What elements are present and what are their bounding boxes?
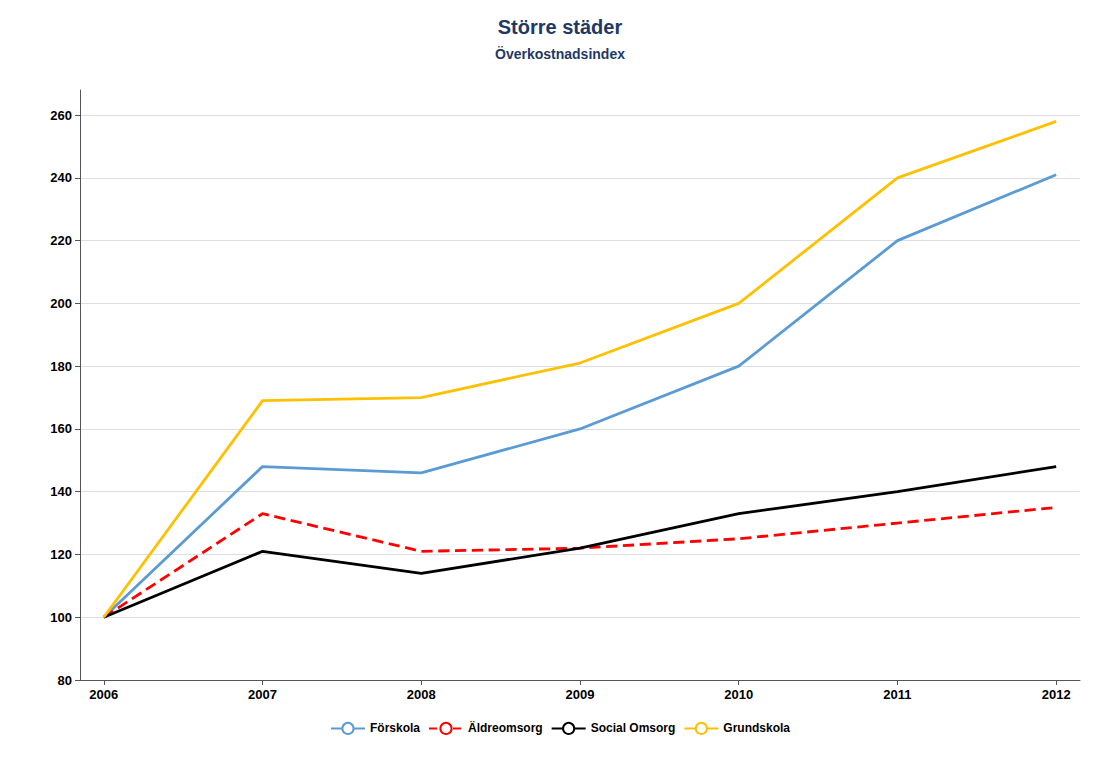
svg-text:2011: 2011 <box>883 687 911 702</box>
svg-text:160: 160 <box>50 421 72 436</box>
svg-text:2008: 2008 <box>407 687 436 702</box>
svg-text:Förskola: Förskola <box>370 721 420 735</box>
svg-text:2006: 2006 <box>89 687 118 702</box>
svg-text:200: 200 <box>50 296 72 311</box>
svg-text:120: 120 <box>50 547 72 562</box>
svg-text:180: 180 <box>50 359 72 374</box>
svg-text:140: 140 <box>50 484 72 499</box>
svg-text:260: 260 <box>50 108 72 123</box>
svg-text:Överkostnadsindex: Överkostnadsindex <box>495 46 625 62</box>
svg-text:2010: 2010 <box>724 687 753 702</box>
svg-text:Äldreomsorg: Äldreomsorg <box>468 720 543 735</box>
svg-text:Större städer: Större städer <box>498 16 623 38</box>
svg-text:80: 80 <box>58 673 72 688</box>
svg-text:2007: 2007 <box>248 687 277 702</box>
svg-text:240: 240 <box>50 170 72 185</box>
svg-text:220: 220 <box>50 233 72 248</box>
svg-text:100: 100 <box>50 610 72 625</box>
svg-text:2012: 2012 <box>1042 687 1071 702</box>
svg-text:2009: 2009 <box>566 687 595 702</box>
svg-text:Social Omsorg: Social Omsorg <box>591 721 676 735</box>
svg-text:Grundskola: Grundskola <box>723 721 790 735</box>
